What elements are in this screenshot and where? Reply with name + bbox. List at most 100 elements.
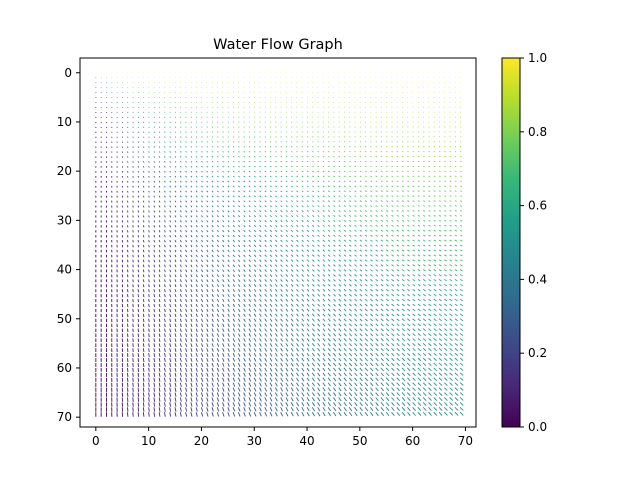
flow-arrow bbox=[185, 328, 188, 333]
flow-arrow bbox=[290, 244, 294, 247]
flow-arrow bbox=[375, 264, 379, 267]
flow-arrow bbox=[280, 200, 283, 203]
flow-arrow bbox=[148, 333, 150, 338]
flow-arrow bbox=[422, 323, 427, 327]
flow-arrow bbox=[238, 175, 240, 178]
flow-arrow bbox=[259, 156, 261, 158]
flow-arrow bbox=[401, 411, 406, 416]
flow-arrow bbox=[454, 244, 458, 247]
flow-arrow bbox=[148, 294, 150, 298]
flow-arrow bbox=[201, 279, 204, 283]
flow-arrow bbox=[396, 180, 399, 183]
flow-arrow bbox=[274, 338, 278, 342]
flow-arrow bbox=[370, 402, 374, 407]
flow-arrow bbox=[354, 323, 358, 327]
flow-arrow bbox=[164, 279, 166, 283]
flow-arrow bbox=[195, 348, 198, 352]
flow-arrow bbox=[148, 234, 150, 238]
flow-arrow bbox=[253, 397, 257, 402]
flow-arrow bbox=[259, 215, 262, 218]
flow-arrow bbox=[396, 303, 400, 307]
flow-arrow bbox=[164, 284, 166, 288]
flow-arrow bbox=[290, 170, 293, 173]
flow-arrow bbox=[275, 254, 278, 257]
flow-arrow bbox=[253, 318, 257, 322]
flow-arrow bbox=[364, 254, 368, 257]
flow-arrow bbox=[137, 407, 140, 412]
flow-arrow bbox=[232, 293, 236, 298]
flow-arrow bbox=[301, 348, 305, 352]
flow-arrow bbox=[264, 195, 267, 198]
x-tick-label: 70 bbox=[458, 434, 473, 448]
flow-arrow bbox=[143, 131, 145, 133]
flow-arrow bbox=[401, 402, 406, 407]
flow-arrow bbox=[195, 234, 198, 238]
flow-arrow bbox=[412, 249, 416, 252]
flow-arrow bbox=[296, 160, 298, 163]
flow-arrow bbox=[185, 254, 188, 258]
flow-arrow bbox=[201, 298, 204, 303]
flow-arrow bbox=[338, 397, 342, 402]
flow-arrow bbox=[433, 254, 437, 257]
colorbar-axis: 0.00.20.40.60.81.0 bbox=[520, 51, 547, 434]
flow-arrow bbox=[201, 402, 204, 407]
y-tick-label: 40 bbox=[57, 263, 72, 277]
flow-arrow bbox=[454, 338, 458, 342]
flow-arrow bbox=[142, 230, 145, 233]
flow-arrow bbox=[343, 293, 347, 297]
flow-arrow bbox=[137, 220, 140, 223]
flow-arrow bbox=[311, 343, 315, 347]
flow-arrow bbox=[169, 220, 172, 223]
flow-arrow bbox=[327, 234, 331, 237]
flow-arrow bbox=[306, 180, 309, 183]
flow-arrow bbox=[348, 377, 353, 382]
flow-arrow bbox=[454, 328, 458, 332]
flow-arrow bbox=[348, 283, 352, 287]
flow-arrow bbox=[290, 293, 294, 297]
flow-arrow bbox=[158, 402, 161, 407]
flow-arrow bbox=[449, 333, 453, 337]
flow-arrow bbox=[333, 205, 336, 207]
flow-arrow bbox=[180, 126, 182, 128]
flow-arrow bbox=[201, 146, 203, 148]
flow-arrow bbox=[269, 357, 273, 362]
flow-arrow bbox=[206, 151, 209, 153]
flow-arrow bbox=[222, 146, 224, 148]
flow-arrow bbox=[158, 392, 161, 397]
flow-arrow bbox=[312, 185, 315, 188]
flow-arrow bbox=[407, 411, 411, 416]
flow-arrow bbox=[343, 210, 346, 212]
flow-arrow bbox=[248, 284, 251, 287]
flow-arrow bbox=[296, 205, 299, 208]
flow-arrow bbox=[259, 264, 262, 268]
flow-arrow bbox=[280, 180, 283, 183]
flow-arrow bbox=[206, 357, 209, 362]
flow-arrow bbox=[190, 377, 193, 382]
flow-arrow bbox=[338, 195, 341, 198]
flow-arrow bbox=[238, 318, 241, 322]
flow-arrow bbox=[285, 180, 288, 183]
flow-arrow bbox=[269, 303, 273, 307]
flow-arrow bbox=[185, 180, 187, 183]
flow-arrow bbox=[296, 387, 300, 392]
flow-arrow bbox=[407, 175, 410, 178]
flow-arrow bbox=[449, 200, 452, 202]
flow-arrow bbox=[259, 269, 262, 272]
flow-arrow bbox=[153, 259, 156, 263]
flow-arrow bbox=[174, 333, 177, 338]
flow-arrow bbox=[153, 274, 156, 278]
flow-arrow bbox=[169, 367, 172, 372]
flow-arrow bbox=[153, 151, 156, 153]
flow-arrow bbox=[412, 323, 416, 327]
flow-arrow bbox=[232, 156, 235, 158]
flow-arrow bbox=[153, 156, 156, 158]
flow-arrow bbox=[322, 288, 326, 292]
flow-arrow bbox=[201, 220, 203, 223]
flow-arrow bbox=[449, 407, 454, 411]
flow-arrow bbox=[174, 362, 177, 367]
flow-arrow bbox=[396, 219, 399, 222]
flow-arrow bbox=[338, 160, 341, 163]
flow-arrow bbox=[211, 313, 214, 318]
flow-arrow bbox=[417, 264, 421, 267]
flow-arrow bbox=[433, 200, 436, 202]
